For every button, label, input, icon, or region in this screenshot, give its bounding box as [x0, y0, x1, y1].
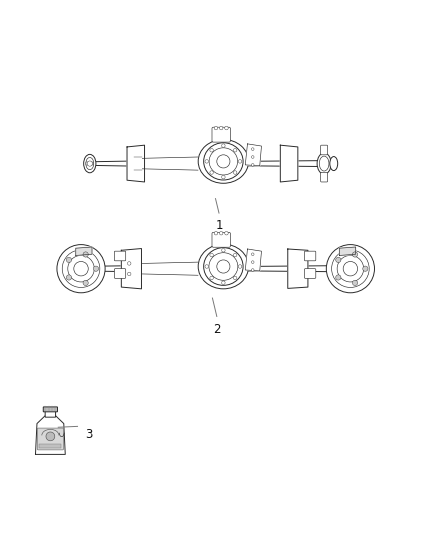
Circle shape — [219, 126, 223, 130]
Circle shape — [251, 164, 254, 166]
Ellipse shape — [209, 148, 237, 175]
Polygon shape — [339, 247, 356, 255]
Polygon shape — [88, 161, 138, 166]
FancyBboxPatch shape — [212, 127, 230, 142]
Circle shape — [74, 262, 88, 276]
Circle shape — [233, 149, 237, 152]
FancyBboxPatch shape — [321, 172, 328, 182]
Polygon shape — [35, 416, 65, 455]
Circle shape — [233, 171, 237, 174]
Circle shape — [222, 248, 225, 252]
Circle shape — [66, 257, 71, 263]
Ellipse shape — [319, 156, 329, 171]
FancyBboxPatch shape — [114, 251, 126, 261]
FancyBboxPatch shape — [37, 428, 64, 450]
Circle shape — [205, 159, 208, 163]
Circle shape — [210, 171, 213, 174]
Polygon shape — [288, 249, 308, 288]
Polygon shape — [76, 247, 92, 255]
Circle shape — [205, 265, 208, 268]
Polygon shape — [121, 248, 141, 289]
Circle shape — [363, 266, 368, 271]
Circle shape — [210, 149, 213, 152]
Circle shape — [62, 250, 100, 287]
FancyBboxPatch shape — [304, 251, 316, 261]
Circle shape — [66, 275, 71, 280]
Polygon shape — [245, 144, 261, 166]
FancyBboxPatch shape — [304, 269, 316, 278]
Circle shape — [225, 126, 228, 130]
Circle shape — [210, 253, 213, 257]
Circle shape — [217, 260, 230, 273]
Ellipse shape — [86, 157, 94, 169]
Ellipse shape — [317, 153, 331, 174]
FancyBboxPatch shape — [212, 232, 230, 247]
Circle shape — [83, 280, 88, 286]
Circle shape — [93, 266, 99, 271]
Polygon shape — [241, 160, 335, 167]
FancyBboxPatch shape — [86, 162, 93, 165]
Text: 1: 1 — [215, 219, 223, 232]
Circle shape — [332, 250, 369, 287]
Circle shape — [337, 255, 364, 282]
Circle shape — [251, 156, 254, 158]
Polygon shape — [127, 145, 145, 182]
Circle shape — [219, 231, 223, 235]
Circle shape — [57, 245, 105, 293]
FancyBboxPatch shape — [45, 410, 56, 417]
Ellipse shape — [209, 253, 238, 280]
Circle shape — [87, 161, 92, 166]
Circle shape — [222, 281, 225, 285]
Text: 3: 3 — [85, 428, 93, 441]
Circle shape — [251, 253, 254, 255]
Ellipse shape — [84, 155, 96, 173]
FancyBboxPatch shape — [114, 269, 126, 278]
Circle shape — [127, 272, 131, 276]
Circle shape — [233, 276, 237, 280]
Circle shape — [238, 265, 242, 268]
Circle shape — [214, 126, 218, 130]
Circle shape — [83, 252, 88, 257]
Text: 2: 2 — [213, 324, 221, 336]
Circle shape — [233, 253, 237, 257]
FancyBboxPatch shape — [39, 444, 61, 448]
Circle shape — [68, 255, 94, 282]
Circle shape — [251, 148, 254, 150]
Circle shape — [238, 159, 242, 163]
FancyBboxPatch shape — [43, 407, 57, 412]
Circle shape — [214, 231, 218, 235]
Polygon shape — [74, 265, 138, 272]
Polygon shape — [280, 145, 298, 182]
Circle shape — [251, 261, 254, 263]
Circle shape — [343, 262, 357, 276]
Circle shape — [336, 257, 341, 263]
Circle shape — [251, 269, 254, 271]
FancyBboxPatch shape — [321, 145, 328, 155]
Circle shape — [353, 252, 358, 257]
Circle shape — [46, 432, 55, 441]
Circle shape — [336, 275, 341, 280]
Polygon shape — [245, 249, 261, 271]
Circle shape — [222, 175, 225, 179]
Ellipse shape — [204, 248, 243, 285]
Ellipse shape — [330, 157, 338, 171]
Polygon shape — [241, 265, 342, 272]
Circle shape — [210, 276, 213, 280]
Circle shape — [326, 245, 374, 293]
Circle shape — [225, 231, 228, 235]
Ellipse shape — [198, 140, 249, 183]
Circle shape — [217, 155, 230, 168]
Circle shape — [353, 280, 358, 286]
Ellipse shape — [198, 244, 249, 289]
Circle shape — [127, 262, 131, 265]
Ellipse shape — [204, 143, 243, 180]
Circle shape — [222, 144, 225, 147]
